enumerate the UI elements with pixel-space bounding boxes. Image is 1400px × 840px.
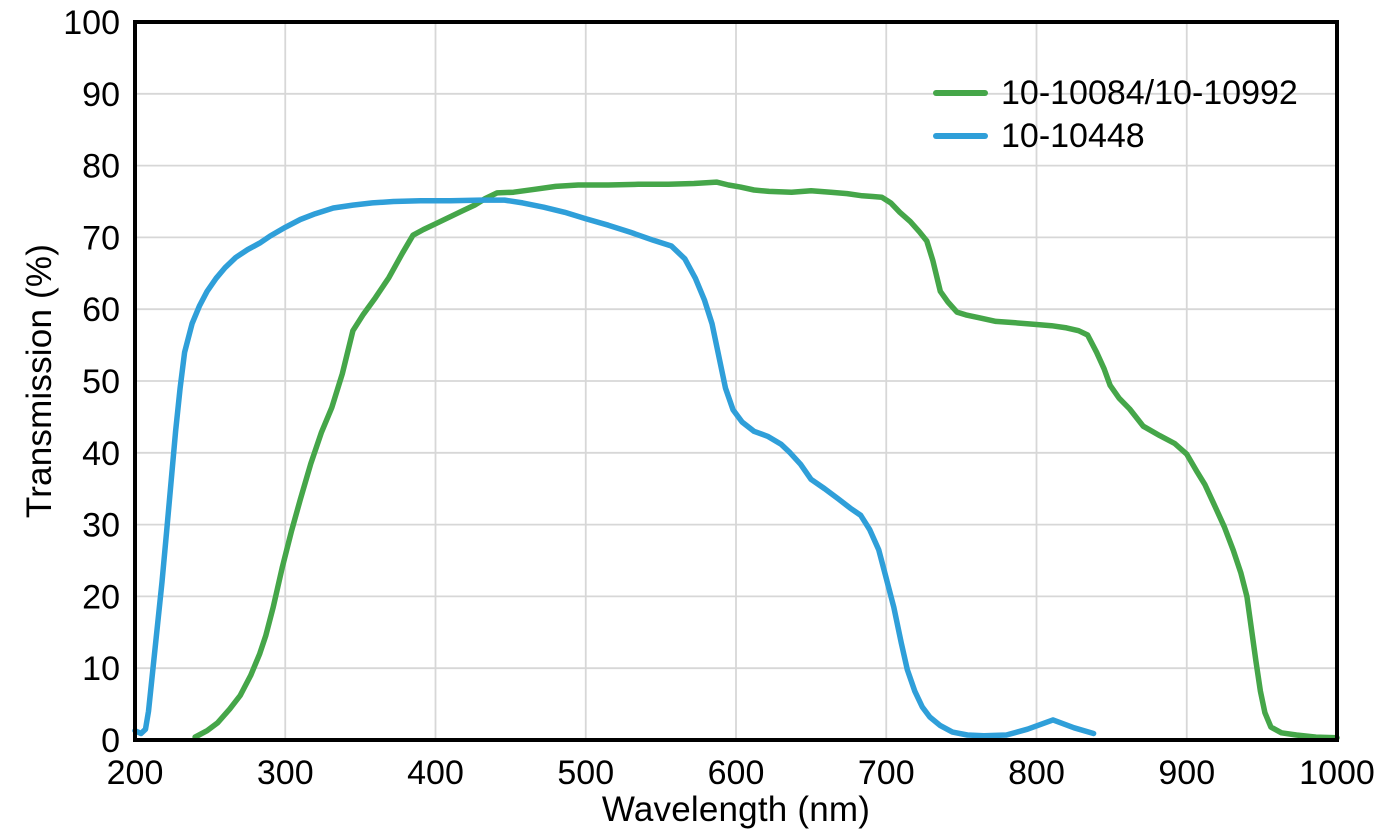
y-tick-label: 40 [82, 435, 120, 473]
y-tick-label: 60 [82, 291, 120, 329]
x-tick-label: 400 [407, 754, 464, 792]
legend-label-green-series: 10-10084/10-10992 [1001, 74, 1298, 112]
y-tick-label: 100 [63, 4, 120, 42]
x-tick-label: 600 [708, 754, 765, 792]
series-line-10-10448 [132, 197, 1097, 739]
legend: 10-10084/10-10992 10-10448 [933, 76, 1298, 153]
x-tick-label: 300 [257, 754, 314, 792]
legend-item-blue-series: 10-10448 [933, 119, 1298, 153]
legend-item-green-series: 10-10084/10-10992 [933, 76, 1298, 110]
series-line-10-10084-10-10992 [192, 179, 1340, 741]
x-tick-label: 800 [1008, 754, 1065, 792]
y-tick-label: 0 [101, 722, 120, 760]
legend-swatch-green-line [933, 90, 988, 96]
plot-frame [133, 20, 1339, 742]
y-tick-label: 50 [82, 363, 120, 401]
y-tick-label: 80 [82, 148, 120, 186]
y-axis-title: Transmission (%) [20, 243, 59, 519]
x-tick-label: 200 [107, 754, 164, 792]
x-tick-label: 700 [858, 754, 915, 792]
x-axis-title: Wavelength (nm) [601, 790, 871, 829]
y-tick-label: 10 [82, 650, 120, 688]
legend-swatch-blue-line [933, 133, 988, 139]
y-tick-label: 90 [82, 76, 120, 114]
y-tick-label: 30 [82, 507, 120, 545]
y-tick-label: 20 [82, 578, 120, 616]
x-tick-label: 900 [1158, 754, 1215, 792]
x-tick-label: 500 [557, 754, 614, 792]
y-tick-label: 70 [82, 219, 120, 257]
legend-label-blue-series: 10-10448 [1001, 117, 1145, 155]
x-tick-label: 1000 [1299, 754, 1375, 792]
